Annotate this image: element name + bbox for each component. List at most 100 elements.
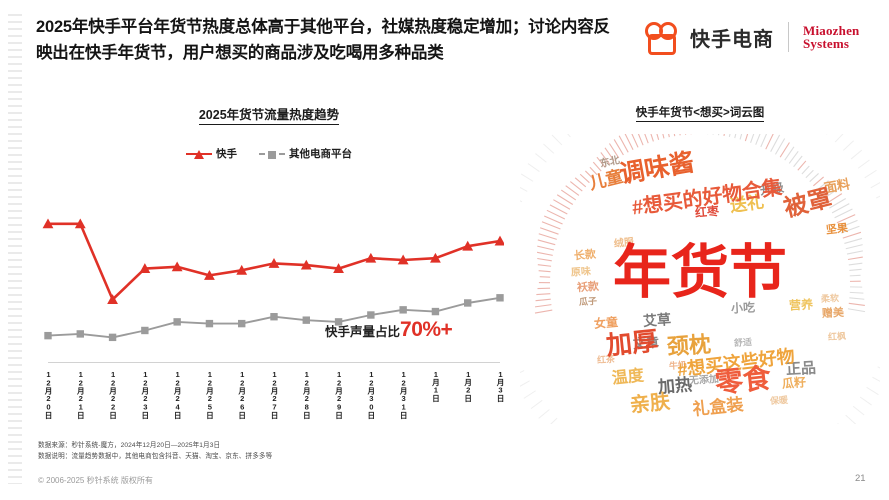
data-point bbox=[302, 316, 310, 324]
x-axis-tick-label: 12月28日 bbox=[302, 370, 312, 419]
legend-item-other: 其他电商平台 bbox=[259, 146, 352, 161]
data-point bbox=[141, 326, 149, 335]
wordcloud-word: 袄款 bbox=[576, 280, 600, 294]
chart-plot-area bbox=[42, 218, 504, 342]
wordcloud-title: 快手年货节<想买>词云图 bbox=[520, 104, 880, 122]
partner-logo: Miaozhen Systems bbox=[803, 24, 859, 50]
wordcloud-word: 红枫 bbox=[827, 331, 847, 342]
wordcloud-word: 温度 bbox=[611, 366, 645, 388]
logo-divider bbox=[788, 22, 789, 52]
x-axis-tick-label: 1月1日 bbox=[431, 370, 441, 402]
x-axis-tick-label: 12月26日 bbox=[237, 370, 247, 419]
data-point bbox=[171, 261, 183, 272]
wordcloud-word: 女童 bbox=[593, 314, 619, 331]
data-point bbox=[270, 313, 278, 321]
footer-source: 数据来源：秒针系统-魔方，2024年12月20日—2025年1月3日 bbox=[38, 442, 221, 449]
data-point bbox=[108, 333, 117, 342]
x-axis-tick-label: 12月29日 bbox=[334, 370, 344, 419]
wordcloud-word: 柔软 bbox=[820, 293, 839, 305]
wordcloud-word: 瓜子 bbox=[579, 296, 598, 308]
data-point bbox=[431, 307, 440, 316]
x-axis-tick-label: 1月3日 bbox=[496, 370, 505, 402]
data-point bbox=[236, 264, 248, 275]
wordcloud-word: 被罩 bbox=[781, 184, 835, 223]
chart-x-axis-labels: 12月20日 12月21日 12月22日 12月23日 12月24日 12月25日 12月2… bbox=[34, 366, 505, 428]
wordcloud-word: 赠美 bbox=[821, 306, 845, 320]
x-axis-tick-label: 12月20日 bbox=[44, 370, 53, 419]
wordcloud-word: 坚果 bbox=[825, 222, 849, 237]
x-axis-tick-label: 12月25日 bbox=[205, 370, 215, 419]
wordcloud-canvas: 年货节 #想买的好物合集 调味酱 被罩 加厚 零食 颈枕 #想买这些好物 儿童 亲肤 礼盒装 加热 正品… bbox=[520, 134, 880, 424]
decorative-left-dashes bbox=[8, 14, 22, 484]
kuaishou-logo-icon bbox=[645, 22, 679, 55]
wordcloud-word: 瓜籽 bbox=[781, 375, 807, 392]
slide-header: 2025年快手平台年货节热度总体高于其他平台，社媒热度稳定增加；讨论内容反映出在… bbox=[0, 14, 889, 76]
chart-legend: 快手 其他电商平台 bbox=[34, 146, 504, 161]
data-point bbox=[268, 258, 280, 268]
annotation-value: 70%+ bbox=[400, 318, 453, 341]
brand-logo-text: 快手电商 bbox=[690, 28, 774, 51]
wordcloud-word: 礼盒装 bbox=[691, 394, 745, 419]
annotation-prefix: 快手声量占比 bbox=[325, 325, 401, 339]
data-point bbox=[204, 270, 215, 280]
data-point bbox=[238, 319, 246, 328]
data-point bbox=[464, 299, 472, 307]
wordcloud-word: 颈枕 bbox=[666, 331, 712, 360]
partner-logo-line1: Miaozhen bbox=[803, 23, 860, 38]
legend-item-kuaishou: 快手 bbox=[186, 146, 237, 161]
chart-annotation: 快手声量占比70%+ bbox=[325, 318, 453, 342]
data-point bbox=[74, 218, 86, 229]
wordcloud-title-text: 快手年货节<想买>词云图 bbox=[635, 107, 765, 122]
data-point bbox=[496, 294, 504, 302]
data-point bbox=[107, 294, 118, 304]
footer-notes: 数据来源：秒针系统-魔方，2024年12月20日—2025年1月3日 数据说明：… bbox=[38, 440, 558, 462]
wordcloud-word: 营养 bbox=[788, 297, 814, 313]
data-point bbox=[76, 330, 84, 338]
x-axis-tick-label: 1月2日 bbox=[463, 370, 473, 402]
chart-title-text: 2025年货节流量热度趋势 bbox=[198, 108, 340, 125]
chart-x-axis bbox=[48, 362, 500, 363]
line-chart-panel: 2025年货节流量热度趋势 快手 其他电商平台 快手声量占比70%+ 12月20… bbox=[34, 104, 505, 424]
page-title: 2025年快手平台年货节热度总体高于其他平台，社媒热度稳定增加；讨论内容反映出在… bbox=[36, 18, 610, 62]
footer-note: 数据说明：流量趋势数据中，其他电商包含抖音、天猫、淘宝、京东、拼多多等 bbox=[38, 453, 273, 460]
x-axis-tick-label: 12月31日 bbox=[399, 370, 409, 419]
wordcloud-word: 调味酱 bbox=[617, 148, 697, 189]
wordcloud-word: 舒适 bbox=[733, 336, 753, 348]
page-number: 21 bbox=[855, 473, 866, 484]
x-axis-tick-label: 12月22日 bbox=[108, 370, 118, 419]
wordcloud-word: 零食 bbox=[713, 361, 773, 399]
wordcloud-word: 艾草 bbox=[642, 310, 672, 329]
legend-label-other: 其他电商平台 bbox=[289, 148, 352, 160]
wordcloud-word: 年货节 bbox=[612, 240, 788, 306]
logo-group: 快手电商 Miaozhen Systems bbox=[645, 22, 859, 55]
data-point bbox=[42, 218, 54, 229]
wordcloud-word: 长款 bbox=[573, 248, 597, 263]
wordcloud-word: 亲肤 bbox=[628, 390, 671, 417]
chart-title: 2025年货节流量热度趋势 bbox=[34, 104, 504, 125]
data-point bbox=[44, 331, 52, 340]
data-point bbox=[494, 235, 504, 246]
x-axis-tick-label: 12月21日 bbox=[76, 370, 86, 419]
wordcloud-word: 加厚 bbox=[604, 325, 660, 361]
data-point bbox=[139, 263, 151, 273]
data-point bbox=[334, 318, 343, 326]
partner-logo-line2: Systems bbox=[803, 36, 850, 51]
x-axis-tick-label: 12月23日 bbox=[140, 370, 150, 419]
copyright-text: © 2006-2025 秒针系统 版权所有 bbox=[38, 476, 153, 485]
x-axis-tick-label: 12月24日 bbox=[173, 370, 183, 419]
data-point bbox=[300, 259, 312, 270]
data-point bbox=[399, 306, 407, 314]
data-point bbox=[173, 318, 181, 326]
data-point bbox=[462, 240, 474, 251]
data-point bbox=[333, 263, 344, 273]
data-point bbox=[205, 319, 214, 328]
legend-label-kuaishou: 快手 bbox=[216, 148, 237, 160]
data-point bbox=[397, 254, 409, 265]
x-axis-tick-label: 12月27日 bbox=[270, 370, 279, 419]
wordcloud-panel: 快手年货节<想买>词云图 年货节 #想买的好物合集 调味酱 被罩 加厚 零食 颈枕 #想买这些… bbox=[520, 104, 880, 424]
data-point bbox=[430, 252, 441, 263]
legend-swatch-other bbox=[259, 150, 285, 159]
legend-swatch-kuaishou bbox=[186, 149, 212, 159]
data-point bbox=[365, 252, 377, 263]
